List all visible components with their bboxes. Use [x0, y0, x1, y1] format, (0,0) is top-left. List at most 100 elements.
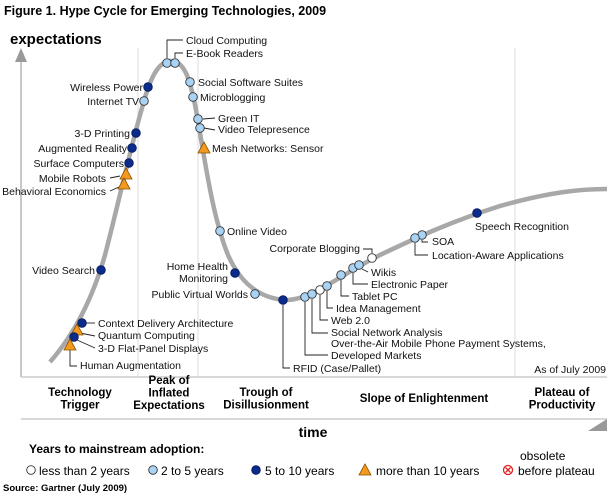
- social-software-suites-circle-icon: [185, 77, 195, 87]
- phase-label-line: Productivity: [529, 400, 596, 412]
- human-augmentation-triangle-icon: [63, 338, 77, 351]
- phase-labels: Technology Trigger Peak of Inflated Expectat…: [48, 375, 596, 412]
- label-line: RFID (Case/Pallet): [293, 363, 381, 375]
- label-line: Location-Aware Applications: [432, 250, 564, 262]
- phase-label: Peak of Inflated Expectations: [133, 375, 205, 412]
- web-2-0-circle-icon: [315, 285, 325, 295]
- label-line: SOA: [432, 236, 454, 248]
- label-line: Developed Markets: [331, 350, 421, 362]
- online-video-circle-icon: [215, 226, 225, 236]
- label-line: Video Telepresence: [218, 124, 310, 136]
- phase-label-line: Inflated: [149, 388, 190, 400]
- label-line: Over-the-Air Mobile Phone Payment System…: [331, 338, 546, 350]
- phase-label-line: Expectations: [133, 400, 205, 412]
- surface-computers-circle-icon: [124, 158, 134, 168]
- cloud-computing-leader-line: [166, 39, 183, 58]
- label-line: Tablet PC: [352, 291, 398, 303]
- legend: less than 2 years 2 to 5 years 5 to 10 yea…: [26, 449, 595, 478]
- label-line: Surface Computers: [34, 158, 124, 170]
- green-it-leader-line: [202, 117, 216, 120]
- phase-label: Trough of Disillusionment: [223, 387, 309, 412]
- label-line: Behavioral Economics: [2, 186, 106, 198]
- electronic-paper-label: Electronic Paper: [371, 279, 449, 291]
- label-line: Speech Recognition: [475, 221, 569, 233]
- social-network-analysis-leader-line: [311, 299, 328, 334]
- internet-tv-circle-icon: [139, 96, 149, 106]
- social-network-analysis-label: Social Network Analysis: [331, 327, 442, 339]
- social-network-analysis-circle-icon: [307, 289, 317, 299]
- surface-computers-label: Surface Computers: [34, 158, 124, 170]
- 3-d-printing-label: 3-D Printing: [75, 128, 131, 140]
- label-line: Green IT: [218, 113, 260, 125]
- web-2-0-leader-line: [319, 295, 328, 321]
- label-line: Cloud Computing: [186, 35, 267, 47]
- label-line: Wireless Power: [70, 82, 143, 94]
- cloud-computing-circle-icon: [162, 58, 172, 68]
- phase-dividers: [137, 48, 516, 377]
- microblogging-label: Microblogging: [200, 92, 266, 104]
- public-virtual-worlds-circle-icon: [250, 289, 260, 299]
- label-line: Corporate Blogging: [270, 243, 361, 255]
- wireless-power-label: Wireless Power: [70, 82, 143, 94]
- idea-management-leader-line: [326, 291, 333, 309]
- leader-lines: [69, 39, 428, 369]
- context-delivery-architecture-circle-icon: [77, 318, 87, 328]
- legend-less-than-2-circle-icon: [26, 465, 36, 475]
- corporate-blogging-label: Corporate Blogging: [270, 243, 361, 255]
- internet-tv-label: Internet TV: [87, 96, 139, 108]
- rfid-case-pallet-label: RFID (Case/Pallet): [293, 363, 381, 375]
- tablet-pc-leader-line: [340, 280, 349, 297]
- label-line: Online Video: [227, 226, 287, 238]
- legend-label: less than 2 years: [39, 464, 130, 478]
- augmented-reality-circle-icon: [127, 143, 137, 153]
- legend-label: before plateau: [518, 464, 595, 478]
- tablet-pc-circle-icon: [336, 270, 346, 280]
- right-arrow-icon: [588, 419, 607, 431]
- phase-label-line: Plateau of: [535, 387, 590, 399]
- legend-2-to-5-circle-icon: [148, 465, 158, 475]
- label-line: Mobile Robots: [39, 173, 106, 185]
- mobile-robots-triangle-icon: [119, 167, 133, 180]
- label-line: Augmented Reality: [38, 143, 127, 155]
- 3-d-flat-panel-displays-label: 3-D Flat-Panel Displays: [98, 343, 208, 355]
- speech-recognition-label: Speech Recognition: [475, 221, 569, 233]
- y-axis-label: expectations: [10, 31, 102, 48]
- label-line: Electronic Paper: [371, 279, 449, 291]
- human-augmentation-label: Human Augmentation: [80, 360, 181, 372]
- phase-label-line: Technology: [48, 387, 112, 399]
- label-line: Home Health: [167, 261, 228, 273]
- 3-d-flat-panel-displays-circle-icon: [69, 332, 79, 342]
- web-2-0-label: Web 2.0: [331, 315, 370, 327]
- phase-label-line: Trigger: [61, 400, 101, 412]
- source-note: Source: Gartner (July 2009): [3, 483, 127, 494]
- social-software-suites-label: Social Software Suites: [198, 77, 303, 89]
- label-line: Web 2.0: [331, 315, 370, 327]
- label-line: 3-D Flat-Panel Displays: [98, 343, 208, 355]
- video-search-circle-icon: [96, 265, 106, 275]
- speech-recognition-circle-icon: [472, 208, 482, 218]
- tablet-pc-label: Tablet PC: [352, 291, 398, 303]
- label-line: Human Augmentation: [80, 360, 181, 372]
- legend-label-top: obsolete: [520, 449, 566, 463]
- online-video-label: Online Video: [227, 226, 287, 238]
- legend-item-more-than-10: more than 10 years: [358, 463, 479, 478]
- label-line: Wikis: [371, 267, 396, 279]
- technology-markers: [63, 58, 482, 351]
- rfid-case-pallet-circle-icon: [278, 295, 288, 305]
- label-line: Mesh Networks: Sensor: [212, 143, 324, 155]
- over-the-air-mobile-phone-payment-systems-developed-markets-leader-line: [304, 302, 328, 356]
- label-line: Context Delivery Architecture: [98, 318, 234, 330]
- wikis-circle-icon: [354, 260, 364, 270]
- mobile-robots-label: Mobile Robots: [39, 173, 106, 185]
- green-it-circle-icon: [193, 114, 203, 124]
- legend-item-2-to-5: 2 to 5 years: [148, 464, 224, 478]
- mobile-robots-leader-line: [109, 175, 121, 179]
- legend-more-than-10-triangle-icon: [358, 463, 372, 476]
- behavioral-economics-leader-line: [109, 186, 120, 192]
- wikis-label: Wikis: [371, 267, 396, 279]
- label-line: Monitoring: [179, 273, 228, 285]
- legend-title: Years to mainstream adoption:: [29, 442, 204, 456]
